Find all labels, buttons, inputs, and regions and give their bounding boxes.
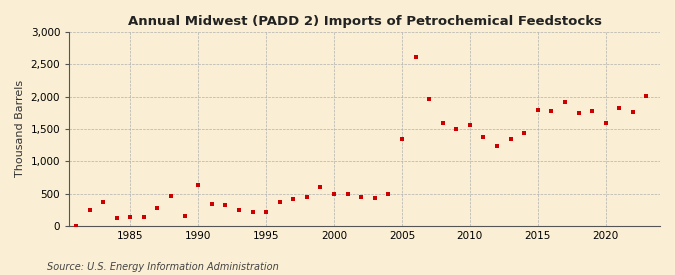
- Point: [614, 106, 624, 111]
- Point: [165, 194, 176, 198]
- Point: [505, 137, 516, 141]
- Point: [437, 121, 448, 125]
- Point: [180, 214, 190, 218]
- Title: Annual Midwest (PADD 2) Imports of Petrochemical Feedstocks: Annual Midwest (PADD 2) Imports of Petro…: [128, 15, 601, 28]
- Point: [369, 196, 380, 200]
- Y-axis label: Thousand Barrels: Thousand Barrels: [15, 80, 25, 177]
- Point: [451, 127, 462, 131]
- Point: [587, 109, 597, 114]
- Point: [98, 200, 109, 204]
- Point: [478, 134, 489, 139]
- Point: [533, 107, 543, 112]
- Point: [573, 111, 584, 116]
- Point: [111, 216, 122, 220]
- Point: [302, 195, 313, 200]
- Point: [491, 144, 502, 148]
- Point: [560, 100, 570, 104]
- Point: [315, 185, 326, 189]
- Point: [138, 214, 149, 219]
- Point: [424, 97, 435, 101]
- Point: [600, 121, 611, 125]
- Point: [329, 191, 340, 196]
- Point: [641, 94, 652, 98]
- Point: [220, 203, 231, 207]
- Point: [342, 192, 353, 196]
- Point: [410, 54, 421, 59]
- Point: [234, 208, 244, 213]
- Point: [396, 137, 407, 141]
- Point: [247, 210, 258, 214]
- Point: [356, 195, 367, 199]
- Point: [519, 131, 530, 136]
- Point: [261, 210, 271, 214]
- Point: [71, 223, 82, 228]
- Point: [125, 215, 136, 220]
- Point: [383, 192, 394, 196]
- Point: [152, 206, 163, 211]
- Text: Source: U.S. Energy Information Administration: Source: U.S. Energy Information Administ…: [47, 262, 279, 272]
- Point: [207, 202, 217, 206]
- Point: [84, 208, 95, 212]
- Point: [546, 109, 557, 113]
- Point: [288, 197, 299, 201]
- Point: [464, 123, 475, 127]
- Point: [274, 200, 285, 204]
- Point: [628, 110, 639, 114]
- Point: [193, 183, 204, 187]
